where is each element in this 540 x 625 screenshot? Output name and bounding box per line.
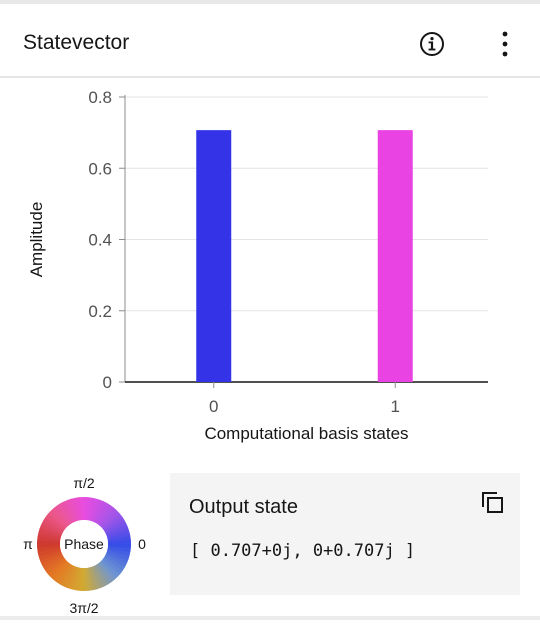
- output-state-value: [ 0.707+0j, 0+0.707j ]: [190, 541, 416, 561]
- phase-wheel-segment: [87, 497, 97, 521]
- phase-wheel-segment: [107, 539, 131, 544]
- phase-wheel-segment: [107, 535, 131, 542]
- phase-wheel-segment: [37, 546, 61, 553]
- phase-wheel-segment: [53, 562, 71, 583]
- phase-wheel-segment: [95, 502, 111, 525]
- phase-wheel-segment: [37, 548, 61, 557]
- phase-wheel-segment: [103, 516, 125, 532]
- phase-wheel-segment: [107, 531, 131, 540]
- phase-wheel-segment: [106, 549, 130, 561]
- phase-label-left: π: [23, 536, 33, 552]
- panel-title: Statevector: [23, 31, 130, 54]
- phase-wheel-segment: [89, 498, 101, 522]
- phase-wheel-segment: [97, 562, 115, 583]
- phase-wheel-segment: [88, 567, 97, 591]
- phase-wheel-segment: [37, 539, 61, 545]
- phase-wheel-segment: [63, 499, 76, 523]
- phase-wheel-segment: [96, 563, 112, 585]
- phase-wheel-segment: [59, 501, 74, 524]
- overflow-menu-icon[interactable]: [494, 28, 516, 60]
- phase-wheel-segment: [79, 497, 84, 521]
- phase-wheel-segment: [57, 563, 73, 586]
- phase-wheel-segment: [93, 501, 108, 524]
- phase-wheel-segment: [60, 564, 75, 587]
- phase-wheel-segment: [50, 507, 69, 528]
- phase-wheel-segment: [83, 497, 89, 521]
- phase-wheel-segment: [47, 510, 68, 529]
- phase-wheel-segment: [107, 543, 131, 549]
- phase-wheel-segment: [64, 565, 77, 589]
- x-axis-label: Computational basis states: [204, 424, 408, 443]
- panel-header: Statevector: [0, 4, 540, 78]
- phase-wheel-segment: [103, 555, 126, 571]
- phase-wheel-segment: [84, 567, 89, 591]
- phase-wheel-segment: [56, 503, 72, 525]
- phase-wheel-segment: [75, 497, 82, 521]
- phase-wheel-segment: [39, 524, 63, 537]
- y-tick-label: 0: [103, 373, 112, 392]
- phase-wheel-segment: [45, 557, 66, 575]
- phase-wheel-segment: [53, 505, 71, 526]
- phase-wheel-segment: [90, 566, 101, 590]
- phase-color-wheel: [37, 497, 131, 591]
- phase-wheel-segment: [42, 517, 65, 533]
- amplitude-bar-chart: 0 0.2 0.4 0.6 0.8 0 1 Computational basis state…: [27, 88, 488, 443]
- copy-icon[interactable]: [480, 490, 506, 516]
- phase-label-right: 0: [138, 536, 146, 552]
- phase-wheel-segment: [99, 507, 118, 528]
- phase-wheel-segment: [91, 499, 104, 523]
- phase-wheel-segment: [92, 565, 105, 589]
- phase-wheel-segment: [38, 550, 62, 561]
- phase-wheel-segment: [107, 547, 131, 557]
- phase-wheel-segment: [99, 560, 118, 581]
- phase-wheel-segment: [106, 527, 130, 538]
- phase-wheel-segment: [104, 553, 127, 568]
- phase-wheel-segment: [47, 559, 68, 578]
- phase-legend: Phase π/2 0 π 3π/2: [0, 468, 170, 620]
- phase-wheel-segment: [79, 567, 85, 591]
- phase-wheel-hole: [60, 520, 108, 568]
- phase-wheel-segment: [45, 513, 66, 531]
- phase-wheel-segment: [94, 564, 109, 587]
- phase-wheel-segment: [105, 551, 129, 564]
- phase-wheel-segment: [39, 552, 63, 565]
- phase-wheel-segment: [43, 556, 65, 572]
- top-divider: [0, 0, 540, 4]
- output-state-title: Output state: [189, 496, 298, 518]
- y-tick-label: 0.8: [88, 88, 112, 107]
- y-tick-label: 0.4: [88, 231, 112, 250]
- phase-wheel-segment: [102, 557, 123, 575]
- phase-wheel-segment: [41, 554, 64, 569]
- phase-wheel-segment: [97, 505, 115, 526]
- phase-wheel-segment: [38, 527, 62, 539]
- y-tick-label: 0.2: [88, 302, 112, 321]
- bar-state-1: [377, 130, 413, 382]
- phase-wheel-segment: [71, 497, 80, 521]
- phase-wheel-segment: [102, 513, 123, 531]
- bottom-divider: [0, 616, 540, 620]
- phase-wheel-segment: [104, 519, 127, 534]
- y-axis-label: Amplitude: [27, 202, 46, 278]
- phase-center-label: Phase: [64, 536, 104, 552]
- x-tick-label: 1: [391, 397, 400, 416]
- phase-label-bottom: 3π/2: [69, 600, 98, 616]
- phase-wheel-segment: [86, 567, 93, 591]
- phase-wheel-segment: [71, 567, 81, 591]
- phase-wheel-segment: [67, 498, 78, 522]
- phase-wheel-segment: [105, 523, 129, 536]
- phase-wheel-segment: [37, 544, 61, 549]
- phase-wheel-segment: [37, 531, 61, 541]
- phase-wheel-segment: [67, 566, 79, 590]
- output-state-card: Output state [ 0.707+0j, 0+0.707j ]: [170, 473, 520, 595]
- phase-wheel-segment: [50, 560, 69, 581]
- bar-state-0: [196, 130, 232, 382]
- info-icon[interactable]: [418, 30, 446, 58]
- y-tick-label: 0.6: [88, 159, 112, 178]
- phase-label-top: π/2: [73, 475, 95, 491]
- phase-wheel-segment: [41, 520, 64, 535]
- x-tick-label: 0: [209, 397, 218, 416]
- phase-wheel-segment: [100, 559, 121, 578]
- phase-wheel-segment: [100, 510, 121, 529]
